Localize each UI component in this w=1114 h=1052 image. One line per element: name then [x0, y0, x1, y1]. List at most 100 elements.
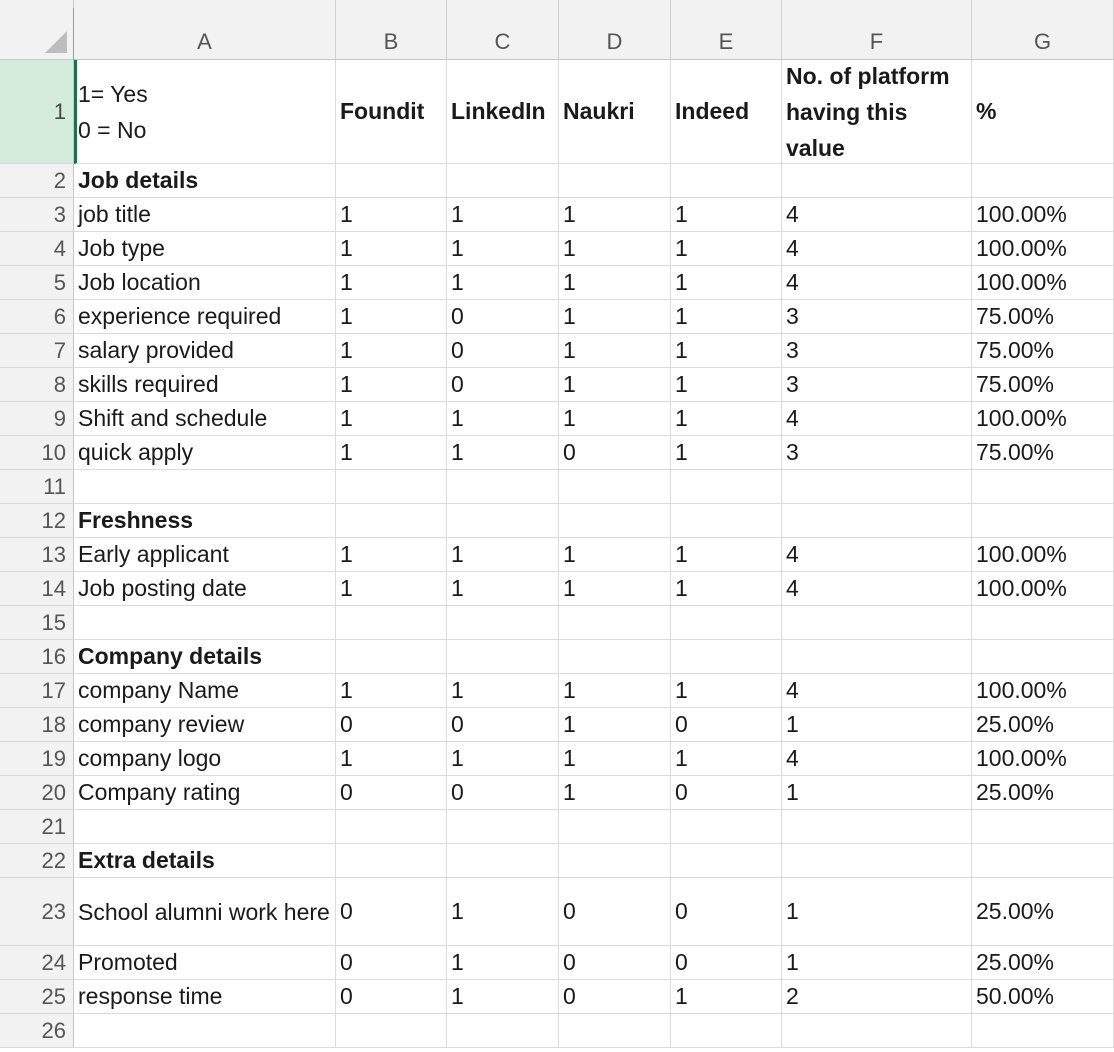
cell-b26[interactable] [336, 1014, 447, 1048]
cell-e7[interactable]: 1 [671, 334, 782, 368]
cell-d23[interactable]: 0 [559, 878, 671, 946]
row-header-6[interactable]: 6 [0, 300, 74, 334]
cell-b8[interactable]: 1 [336, 368, 447, 402]
cell-e10[interactable]: 1 [671, 436, 782, 470]
cell-e1[interactable]: Indeed [671, 60, 782, 164]
cell-f5[interactable]: 4 [782, 266, 972, 300]
cell-b6[interactable]: 1 [336, 300, 447, 334]
cell-g16[interactable] [972, 640, 1114, 674]
cell-a24[interactable]: Promoted [74, 946, 336, 980]
row-header-9[interactable]: 9 [0, 402, 74, 436]
cell-g23[interactable]: 25.00% [972, 878, 1114, 946]
cell-f1[interactable]: No. of platform having this value [782, 60, 972, 164]
row-header-21[interactable]: 21 [0, 810, 74, 844]
cell-d2[interactable] [559, 164, 671, 198]
cell-a1[interactable]: 1= Yes 0 = No [74, 60, 336, 164]
row-header-2[interactable]: 2 [0, 164, 74, 198]
row-header-14[interactable]: 14 [0, 572, 74, 606]
cell-e26[interactable] [671, 1014, 782, 1048]
cell-d7[interactable]: 1 [559, 334, 671, 368]
cell-b21[interactable] [336, 810, 447, 844]
cell-e4[interactable]: 1 [671, 232, 782, 266]
cell-g5[interactable]: 100.00% [972, 266, 1114, 300]
row-header-1[interactable]: 1 [0, 60, 74, 164]
cell-d6[interactable]: 1 [559, 300, 671, 334]
cell-a19[interactable]: company logo [74, 742, 336, 776]
row-header-12[interactable]: 12 [0, 504, 74, 538]
row-header-8[interactable]: 8 [0, 368, 74, 402]
cell-e14[interactable]: 1 [671, 572, 782, 606]
cell-d1[interactable]: Naukri [559, 60, 671, 164]
row-header-16[interactable]: 16 [0, 640, 74, 674]
column-header-b[interactable]: B [336, 0, 447, 60]
cell-b9[interactable]: 1 [336, 402, 447, 436]
cell-a20[interactable]: Company rating [74, 776, 336, 810]
cell-b11[interactable] [336, 470, 447, 504]
cell-g12[interactable] [972, 504, 1114, 538]
cell-g2[interactable] [972, 164, 1114, 198]
cell-e22[interactable] [671, 844, 782, 878]
cell-d4[interactable]: 1 [559, 232, 671, 266]
cell-b7[interactable]: 1 [336, 334, 447, 368]
cell-f26[interactable] [782, 1014, 972, 1048]
row-header-15[interactable]: 15 [0, 606, 74, 640]
cell-c18[interactable]: 0 [447, 708, 559, 742]
cell-e8[interactable]: 1 [671, 368, 782, 402]
cell-b19[interactable]: 1 [336, 742, 447, 776]
cell-g10[interactable]: 75.00% [972, 436, 1114, 470]
cell-c15[interactable] [447, 606, 559, 640]
cell-g1[interactable]: % [972, 60, 1114, 164]
row-header-20[interactable]: 20 [0, 776, 74, 810]
cell-c21[interactable] [447, 810, 559, 844]
cell-d26[interactable] [559, 1014, 671, 1048]
cell-d8[interactable]: 1 [559, 368, 671, 402]
cell-g21[interactable] [972, 810, 1114, 844]
cell-g25[interactable]: 50.00% [972, 980, 1114, 1014]
cell-g13[interactable]: 100.00% [972, 538, 1114, 572]
cell-f2[interactable] [782, 164, 972, 198]
cell-a5[interactable]: Job location [74, 266, 336, 300]
cell-e12[interactable] [671, 504, 782, 538]
cell-c3[interactable]: 1 [447, 198, 559, 232]
cell-c23[interactable]: 1 [447, 878, 559, 946]
cell-a16[interactable]: Company details [74, 640, 336, 674]
row-header-24[interactable]: 24 [0, 946, 74, 980]
row-header-5[interactable]: 5 [0, 266, 74, 300]
cell-e21[interactable] [671, 810, 782, 844]
cell-g22[interactable] [972, 844, 1114, 878]
cell-g20[interactable]: 25.00% [972, 776, 1114, 810]
cell-b22[interactable] [336, 844, 447, 878]
cell-a26[interactable] [74, 1014, 336, 1048]
cell-c22[interactable] [447, 844, 559, 878]
cell-d20[interactable]: 1 [559, 776, 671, 810]
cell-e9[interactable]: 1 [671, 402, 782, 436]
row-header-25[interactable]: 25 [0, 980, 74, 1014]
cell-f12[interactable] [782, 504, 972, 538]
cell-b23[interactable]: 0 [336, 878, 447, 946]
cell-c26[interactable] [447, 1014, 559, 1048]
cell-f23[interactable]: 1 [782, 878, 972, 946]
cell-a4[interactable]: Job type [74, 232, 336, 266]
select-all-corner[interactable] [0, 0, 74, 60]
row-header-7[interactable]: 7 [0, 334, 74, 368]
cell-c6[interactable]: 0 [447, 300, 559, 334]
cell-e6[interactable]: 1 [671, 300, 782, 334]
cell-a18[interactable]: company review [74, 708, 336, 742]
cell-e2[interactable] [671, 164, 782, 198]
cell-f20[interactable]: 1 [782, 776, 972, 810]
cell-d25[interactable]: 0 [559, 980, 671, 1014]
row-header-13[interactable]: 13 [0, 538, 74, 572]
cell-d3[interactable]: 1 [559, 198, 671, 232]
cell-a3[interactable]: job title [74, 198, 336, 232]
cell-d12[interactable] [559, 504, 671, 538]
cell-g11[interactable] [972, 470, 1114, 504]
cell-f3[interactable]: 4 [782, 198, 972, 232]
cell-b13[interactable]: 1 [336, 538, 447, 572]
cell-g24[interactable]: 25.00% [972, 946, 1114, 980]
cell-d19[interactable]: 1 [559, 742, 671, 776]
cell-d18[interactable]: 1 [559, 708, 671, 742]
cell-f13[interactable]: 4 [782, 538, 972, 572]
row-header-26[interactable]: 26 [0, 1014, 74, 1048]
cell-c4[interactable]: 1 [447, 232, 559, 266]
cell-e15[interactable] [671, 606, 782, 640]
